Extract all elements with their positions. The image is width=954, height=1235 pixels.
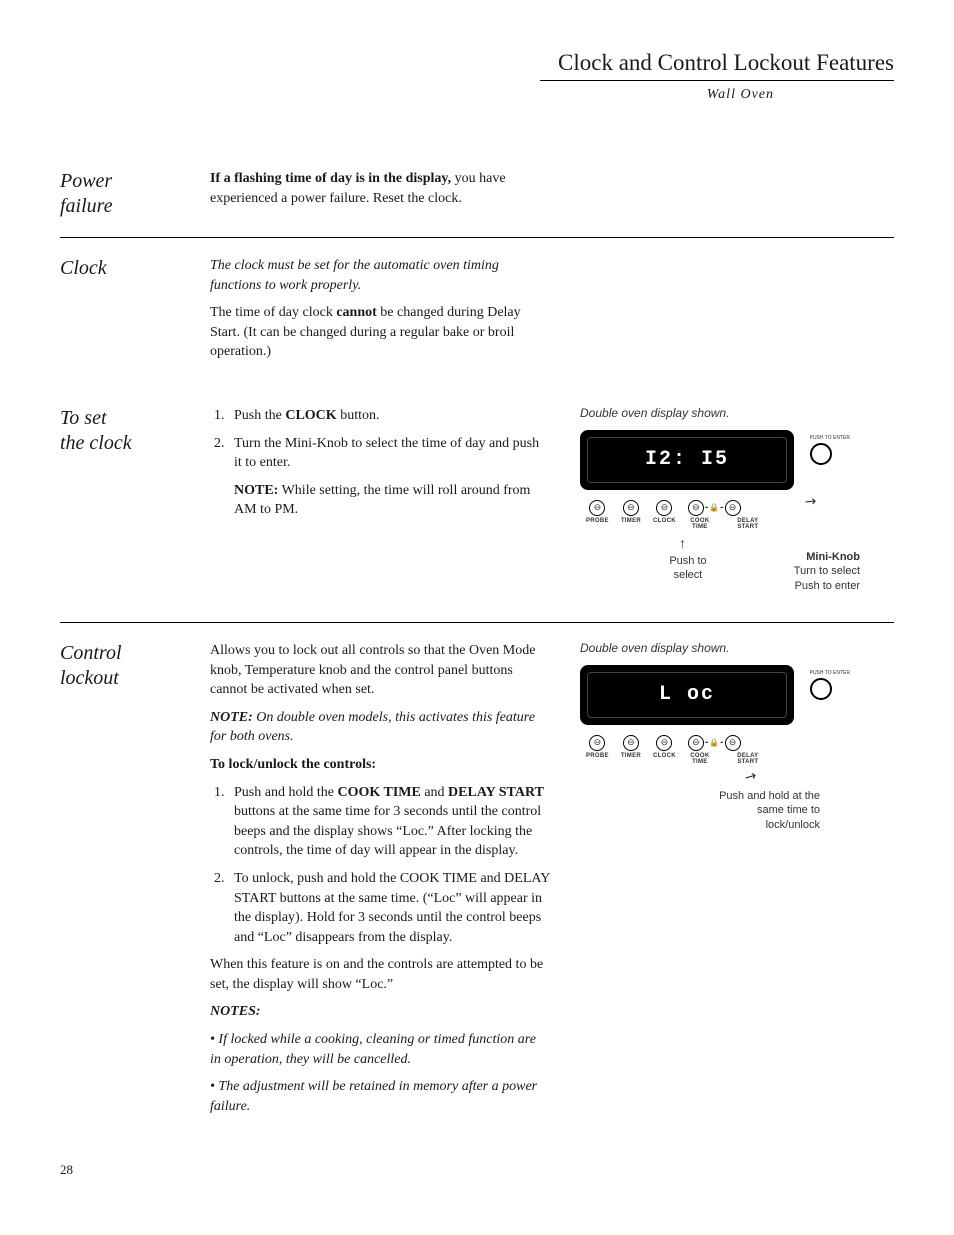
clock-para-pre: The time of day clock (210, 305, 336, 320)
lockout-sub: To lock/unlock the controls: (210, 757, 376, 772)
probe-button-icon: ⊖ (589, 500, 605, 516)
cooktime-button-icon: ⊖ (688, 500, 704, 516)
knob-description: Mini-Knob Turn to select Push to enter (794, 550, 860, 593)
mini-knob-diagram: PUSH TO ENTER (810, 671, 850, 700)
lock-icon: 🔒 (709, 738, 719, 747)
lockout-text: Allows you to lock out all controls so t… (210, 641, 550, 1124)
timer-button-icon: ⊖ (623, 735, 639, 751)
side-label-lockout: Controllockout (60, 641, 210, 1124)
arrow-icon: ↗ (742, 767, 759, 785)
clock-button-icon: ⊖ (656, 735, 672, 751)
power-failure-text: If a flashing time of day is in the disp… (210, 169, 550, 219)
mini-knob-diagram: PUSH TO ENTER (810, 436, 850, 465)
lockout-step-1: Push and hold the COOK TIME and DELAY ST… (228, 783, 550, 861)
pf-lead-bold: If a flashing time of day is in the disp… (210, 171, 451, 186)
clock-button-icon: ⊖ (656, 500, 672, 516)
lockout-step-2: To unlock, push and hold the COOK TIME a… (228, 869, 550, 947)
notes-label: NOTES: (210, 1004, 261, 1019)
delaystart-button-icon: ⊖ (725, 735, 741, 751)
section-control-lockout: Controllockout Allows you to lock out al… (60, 623, 894, 1142)
control-panel-diagram: I2: I5 PUSH TO ENTER ⊖PROBE ⊖TIMER ⊖CLOC… (580, 430, 850, 596)
knob-icon (810, 443, 832, 465)
cooktime-button-icon: ⊖ (688, 735, 704, 751)
oven-display: I2: I5 (580, 430, 794, 490)
to-set-text: Push the CLOCK button. Turn the Mini-Kno… (210, 406, 550, 604)
side-label-power-failure: Powerfailure (60, 169, 210, 219)
section-to-set-clock: To setthe clock Push the CLOCK button. T… (60, 388, 894, 622)
fig-caption: Double oven display shown. (580, 406, 894, 420)
lock-icon: 🔒 (709, 503, 719, 512)
pointer-text-lock-unlock: Push and hold at the same time to lock/u… (710, 789, 820, 832)
lockout-figure: Double oven display shown. L oc PUSH TO … (580, 641, 894, 1124)
page-subtitle: Wall Oven (60, 87, 894, 103)
probe-button-icon: ⊖ (589, 735, 605, 751)
lockout-after: When this feature is on and the controls… (210, 955, 550, 994)
section-power-failure: Powerfailure If a flashing time of day i… (60, 151, 894, 237)
lockout-intro: Allows you to lock out all controls so t… (210, 641, 550, 700)
button-row: ⊖PROBE ⊖TIMER ⊖CLOCK ⊖ -🔒- ⊖ COOK TIME (580, 735, 850, 765)
pointer-text-push-select: Push to select (660, 554, 716, 583)
page-title: Clock and Control Lockout Features (60, 50, 894, 76)
page: Clock and Control Lockout Features Wall … (0, 0, 954, 1218)
header-rule (540, 80, 894, 81)
lockout-note-1: If locked while a cooking, cleaning or t… (210, 1030, 550, 1069)
to-set-step-1: Push the CLOCK button. (228, 406, 550, 426)
fig-caption: Double oven display shown. (580, 641, 894, 655)
control-panel-diagram: L oc PUSH TO ENTER ⊖PROBE ⊖TIMER ⊖CLOCK … (580, 665, 850, 831)
clock-para-bold: cannot (336, 305, 376, 320)
clock-intro: The clock must be set for the automatic … (210, 256, 550, 295)
lockout-note-2: The adjustment will be retained in memor… (210, 1077, 550, 1116)
page-header: Clock and Control Lockout Features Wall … (60, 50, 894, 103)
section-clock: Clock The clock must be set for the auto… (60, 238, 894, 388)
side-label-to-set: To setthe clock (60, 406, 210, 604)
oven-display: L oc (580, 665, 794, 725)
side-label-clock: Clock (60, 256, 210, 370)
to-set-step-2: Turn the Mini-Knob to select the time of… (228, 434, 550, 520)
page-number: 28 (60, 1162, 894, 1178)
delaystart-button-icon: ⊖ (725, 500, 741, 516)
clock-text: The clock must be set for the automatic … (210, 256, 550, 370)
to-set-figure: Double oven display shown. I2: I5 PUSH T… (580, 406, 894, 604)
knob-icon (810, 678, 832, 700)
arrow-icon: ↑ (679, 536, 686, 550)
timer-button-icon: ⊖ (623, 500, 639, 516)
